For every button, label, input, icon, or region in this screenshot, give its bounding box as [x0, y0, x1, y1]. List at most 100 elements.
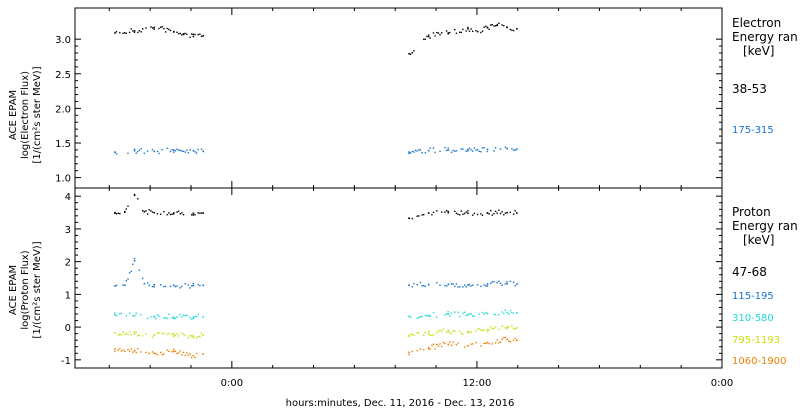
- proton-data-point: [457, 342, 459, 344]
- proton-data-point: [125, 208, 127, 210]
- proton-data-point: [463, 311, 466, 313]
- electron-data-point: [481, 30, 484, 32]
- electron-data-point: [186, 149, 188, 151]
- proton-legend-entry: 1060-1900: [732, 356, 787, 367]
- proton-data-point: [437, 330, 440, 332]
- electron-data-point: [161, 149, 163, 151]
- electron-data-point: [423, 38, 425, 41]
- x-tick-label: 12:00: [463, 378, 492, 389]
- proton-data-point: [199, 212, 201, 214]
- proton-data-point: [459, 214, 461, 216]
- proton-data-point: [192, 316, 195, 319]
- electron-data-point: [480, 151, 482, 153]
- proton-data-point: [516, 339, 518, 342]
- proton-ytick-label: 3: [65, 225, 71, 236]
- proton-data-point: [491, 327, 493, 330]
- electron-data-point: [467, 149, 469, 152]
- proton-legend-title-1: Proton: [732, 205, 771, 219]
- proton-data-point: [462, 333, 464, 335]
- proton-data-point: [187, 336, 190, 339]
- electron-data-point: [427, 34, 430, 36]
- proton-data-point: [494, 314, 497, 316]
- proton-data-point: [504, 283, 507, 285]
- proton-data-point: [163, 285, 165, 288]
- proton-data-point: [472, 343, 474, 345]
- electron-data-point: [166, 147, 168, 149]
- electron-data-point: [467, 28, 469, 30]
- proton-data-point: [516, 212, 518, 214]
- proton-data-point: [491, 214, 493, 216]
- electron-data-point: [473, 147, 476, 149]
- proton-data-point: [501, 311, 503, 313]
- proton-data-point: [177, 352, 180, 354]
- proton-data-point: [173, 316, 175, 318]
- electron-data-point: [200, 148, 203, 150]
- proton-data-point: [409, 316, 412, 318]
- proton-data-point: [174, 350, 177, 352]
- electron-data-point: [424, 38, 426, 40]
- electron-data-point: [202, 150, 204, 153]
- proton-data-point: [184, 283, 186, 285]
- proton-data-point: [512, 339, 515, 342]
- proton-data-point: [143, 210, 146, 213]
- electron-data-point: [512, 149, 515, 151]
- electron-data-point: [480, 31, 482, 34]
- electron-data-point: [202, 35, 204, 37]
- electron-data-point: [409, 152, 412, 154]
- electron-data-point: [516, 148, 518, 151]
- electron-data-point: [496, 24, 499, 27]
- electron-data-point: [462, 148, 464, 150]
- proton-data-point: [127, 348, 129, 351]
- electron-data-point: [475, 30, 477, 32]
- proton-data-point: [478, 328, 480, 330]
- electron-data-point: [133, 30, 136, 32]
- proton-legend-entry: 115-195: [732, 291, 774, 302]
- proton-data-point: [166, 333, 168, 335]
- proton-data-point: [516, 327, 518, 329]
- proton-data-point: [176, 333, 178, 335]
- proton-data-point: [512, 213, 515, 215]
- proton-data-point: [447, 210, 449, 213]
- proton-data-point: [191, 335, 193, 337]
- proton-series-310-580: [114, 309, 518, 320]
- proton-data-point: [146, 282, 149, 284]
- proton-data-point: [186, 352, 188, 354]
- proton-data-point: [503, 312, 505, 315]
- proton-data-point: [498, 328, 500, 331]
- proton-data-point: [416, 332, 418, 334]
- electron-data-point: [122, 32, 124, 34]
- proton-data-point: [176, 316, 178, 318]
- proton-data-point: [455, 212, 458, 214]
- proton-data-point: [151, 351, 154, 353]
- proton-ytick-label: 2: [65, 258, 71, 269]
- electron-legend-title-3: [keV]: [743, 44, 774, 58]
- proton-data-point: [411, 334, 413, 336]
- proton-data-point: [158, 332, 160, 334]
- proton-data-point: [127, 333, 129, 336]
- electron-data-point: [176, 148, 178, 150]
- proton-data-point: [424, 331, 426, 334]
- electron-data-point: [476, 30, 479, 33]
- proton-data-point: [496, 212, 498, 214]
- proton-data-point: [184, 334, 186, 336]
- proton-data-point: [418, 215, 420, 217]
- electron-data-point: [437, 32, 440, 34]
- electron-data-point: [184, 32, 186, 35]
- proton-data-point: [508, 326, 510, 328]
- proton-data-point: [501, 284, 503, 286]
- electron-data-point: [444, 146, 446, 149]
- proton-data-point: [202, 316, 204, 318]
- electron-data-point: [450, 151, 453, 153]
- proton-data-point: [115, 213, 118, 215]
- electron-data-point: [465, 150, 467, 152]
- electron-data-point: [411, 150, 413, 153]
- electron-data-point: [195, 152, 198, 154]
- proton-data-point: [491, 281, 493, 283]
- proton-data-point: [509, 211, 511, 214]
- proton-data-point: [450, 312, 453, 315]
- electron-ylabel: ACE EPAM log(Electron Flux) [1/(cm²s ste…: [8, 66, 43, 163]
- proton-data-point: [179, 287, 181, 289]
- proton-data-point: [480, 285, 482, 288]
- electron-data-point: [182, 33, 185, 36]
